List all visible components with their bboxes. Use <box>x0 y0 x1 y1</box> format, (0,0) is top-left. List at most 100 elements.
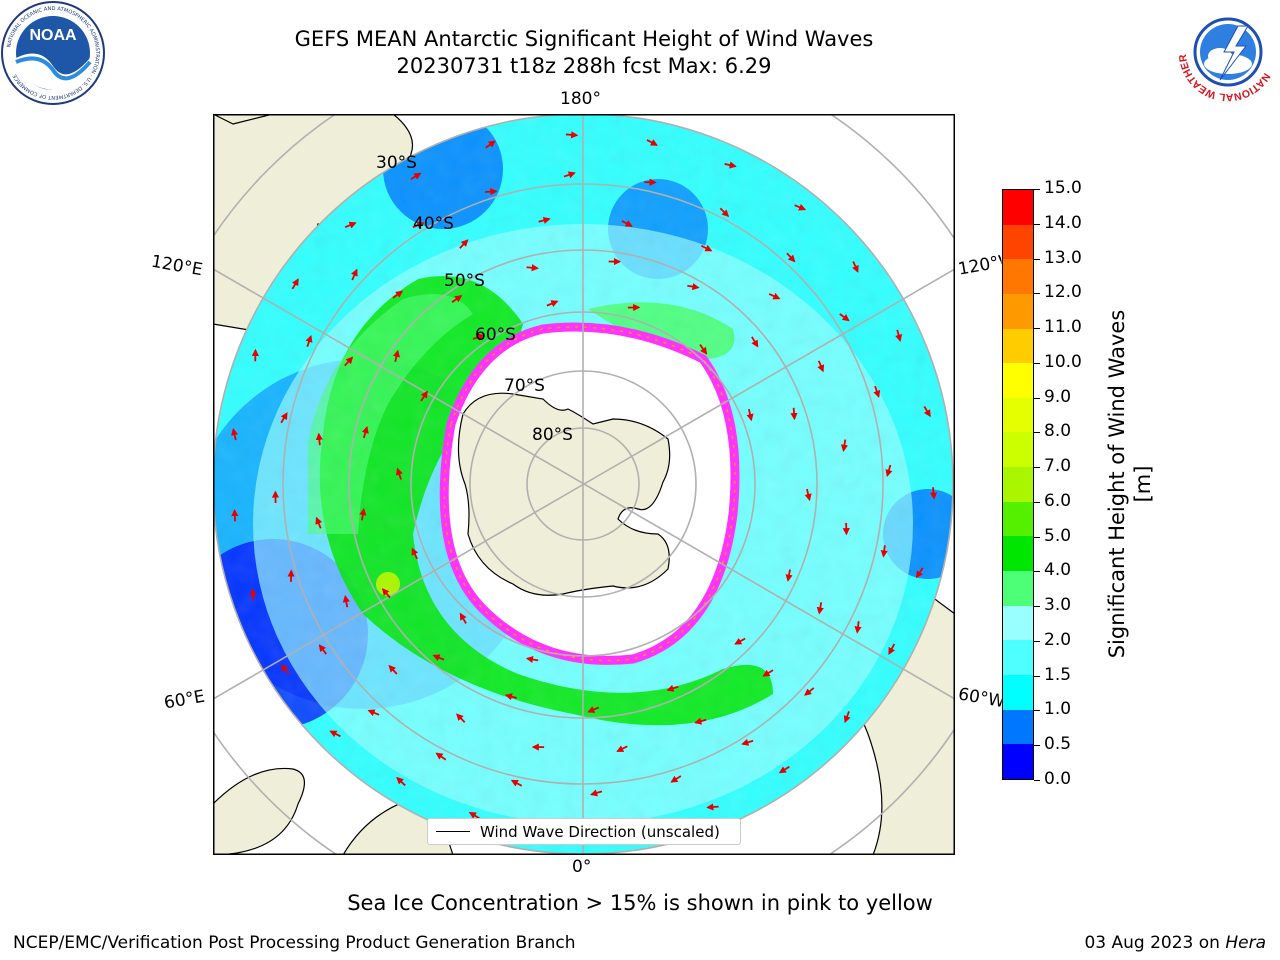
wind-arrow <box>485 140 496 149</box>
colorbar-tick-label: 8.0 <box>1044 421 1072 442</box>
wind-arrow <box>231 427 239 441</box>
colorbar-segment <box>1003 536 1033 572</box>
wind-arrow <box>804 687 815 696</box>
wind-arrow <box>388 664 398 675</box>
wind-arrow <box>724 161 737 169</box>
colorbar-tickmark <box>1034 571 1040 573</box>
colorbar-segment <box>1003 709 1033 745</box>
wind-arrow <box>392 290 404 299</box>
wind-arrow <box>768 292 781 300</box>
wind-arrow <box>459 612 467 624</box>
colorbar-segment <box>1003 501 1033 537</box>
host-text: Hera <box>1225 933 1266 953</box>
wind-arrow <box>315 432 323 446</box>
wind-arrow <box>381 588 391 599</box>
wind-arrow <box>420 390 428 402</box>
wind-arrow <box>361 425 369 439</box>
map-legend: Wind Wave Direction (unscaled) <box>427 818 741 845</box>
wind-arrow <box>435 752 447 761</box>
wind-arrow <box>854 621 862 634</box>
nws-logo: NATIONAL WEATHER SERVICE <box>1176 0 1278 103</box>
wind-arrow <box>915 567 924 579</box>
colorbar-segment <box>1003 571 1033 606</box>
wind-arrow <box>526 264 539 272</box>
chart-subtitle: 20230731 t18z 288h fcst Max: 6.29 <box>396 54 772 78</box>
colorbar-tick-label: 1.0 <box>1044 699 1072 720</box>
wind-arrow <box>616 745 628 753</box>
wind-arrow <box>525 655 539 664</box>
wind-arrow <box>700 244 713 252</box>
wind-arrow <box>291 278 299 290</box>
wind-arrow <box>840 439 849 452</box>
colorbar-segment <box>1003 363 1033 398</box>
wind-arrow <box>280 664 290 675</box>
colorbar-segment <box>1003 259 1033 294</box>
legend-line-swatch <box>436 830 470 833</box>
colorbar-tick-label: 3.0 <box>1044 595 1072 616</box>
wind-arrow <box>794 203 807 211</box>
lon-label-120w: 120°W <box>956 252 1004 280</box>
wind-arrow <box>817 360 825 373</box>
colorbar-tick-label: 11.0 <box>1044 317 1082 338</box>
lon-label-180: 180° <box>560 89 601 109</box>
colorbar-tickmark <box>1034 501 1040 503</box>
wind-arrow <box>456 713 466 723</box>
colorbar-tickmark <box>1034 189 1040 190</box>
credit-text: NCEP/EMC/Verification Post Processing Pr… <box>13 933 576 953</box>
colorbar-segment <box>1003 224 1033 260</box>
colorbar-tick-label: 15.0 <box>1044 178 1082 198</box>
wind-arrow <box>342 594 350 608</box>
wind-arrow <box>762 669 774 677</box>
lat-label-70s: 70°S <box>504 376 545 396</box>
date-stamp: 03 Aug 2023 on Hera <box>1084 933 1266 953</box>
lon-label-0: 0° <box>572 857 592 877</box>
lat-label-50s: 50°S <box>444 271 485 291</box>
lat-label-30s: 30°S <box>376 153 417 173</box>
wind-arrow <box>694 717 707 725</box>
wind-arrow <box>468 811 480 820</box>
wind-arrow <box>719 207 730 218</box>
wind-arrow <box>305 334 313 348</box>
colorbar-tickmark <box>1034 432 1040 434</box>
wind-arrow <box>472 333 485 341</box>
polar-map: 30°S 40°S 50°S 60°S 70°S 80°S <box>213 114 955 855</box>
wind-arrow <box>699 344 708 355</box>
colorbar-tick-label: 10.0 <box>1044 351 1082 372</box>
chart-title: GEFS MEAN Antarctic Significant Height o… <box>294 27 874 51</box>
colorbar-tickmark <box>1034 258 1040 260</box>
wind-arrow <box>621 220 633 227</box>
colorbar-segment <box>1003 397 1033 433</box>
wind-arrow <box>504 693 518 701</box>
wind-arrow <box>395 467 403 480</box>
wind-arrow <box>590 789 603 797</box>
colorbar-tickmark <box>1034 710 1040 712</box>
wind-arrow <box>410 172 422 181</box>
colorbar-segment <box>1003 467 1033 502</box>
wind-arrow <box>929 487 938 500</box>
colorbar-tickmark <box>1034 467 1040 469</box>
colorbar-tickmark <box>1034 362 1040 364</box>
wind-arrow <box>785 569 793 582</box>
wind-arrow <box>538 216 551 224</box>
wind-arrow <box>587 706 600 713</box>
wind-arrow <box>344 356 354 367</box>
wind-arrow <box>751 336 759 348</box>
lat-label-60s: 60°S <box>475 325 516 345</box>
wind-arrow <box>923 406 931 418</box>
wind-arrow <box>315 516 323 529</box>
wind-arrow <box>411 547 419 560</box>
wind-arrow <box>565 131 579 139</box>
colorbar-tickmark <box>1034 397 1040 399</box>
colorbar-label: Significant Height of Wind Waves [m] <box>1105 309 1155 659</box>
wind-arrow <box>873 385 881 398</box>
colorbar-segment <box>1003 674 1033 710</box>
colorbar-tick-label: 7.0 <box>1044 456 1072 477</box>
wind-arrow <box>734 637 746 645</box>
colorbar-tick-label: 6.0 <box>1044 490 1072 511</box>
wind-arrow <box>885 464 893 477</box>
colorbar-tickmark <box>1034 223 1040 225</box>
colorbar-tick-label: 4.0 <box>1044 560 1072 581</box>
wind-arrow <box>344 221 357 229</box>
colorbar-segment <box>1003 293 1033 329</box>
lon-label-120e: 120°E <box>149 251 205 281</box>
